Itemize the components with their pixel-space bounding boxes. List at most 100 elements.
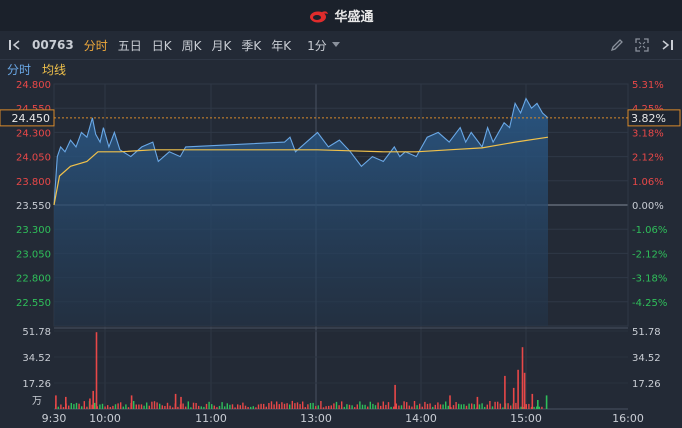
volume-bar-peak	[92, 390, 94, 409]
volume-bar	[161, 405, 163, 409]
volume-bar	[182, 403, 184, 409]
interval-dropdown[interactable]: 1分	[307, 37, 340, 54]
volume-bar	[296, 402, 299, 409]
volume-bar	[463, 404, 465, 409]
volume-bar	[416, 405, 418, 409]
volume-bar	[112, 405, 114, 409]
pct-tick-label: 0.00%	[632, 201, 664, 212]
tab-5day[interactable]: 五日	[117, 38, 142, 53]
volume-bar	[255, 407, 257, 409]
volume-bar	[348, 404, 351, 409]
volume-tick-label-right: 34.52	[632, 353, 661, 364]
volume-bar	[247, 407, 249, 409]
volume-bar	[380, 405, 382, 409]
tab-day-k[interactable]: 日K	[151, 38, 172, 53]
volume-bar	[385, 404, 387, 409]
stock-code: 00763	[32, 38, 74, 52]
volume-bar	[73, 404, 75, 409]
volume-bar	[510, 405, 512, 409]
price-tick-label: 24.800	[16, 80, 51, 91]
volume-bar	[523, 407, 525, 409]
volume-bar	[195, 403, 197, 409]
volume-bar	[406, 402, 408, 409]
volume-bar	[237, 404, 239, 409]
volume-bar	[325, 406, 327, 409]
time-label: 11:00	[195, 412, 227, 425]
fullscreen-icon[interactable]	[635, 38, 649, 52]
volume-bar	[166, 402, 169, 409]
volume-bar	[515, 402, 517, 409]
volume-bar	[135, 404, 137, 409]
volume-bar	[491, 406, 494, 409]
volume-bar	[234, 407, 236, 409]
legend-avg[interactable]: 均线	[42, 63, 67, 77]
volume-bar	[224, 406, 226, 409]
volume-bar	[442, 404, 444, 409]
volume-bar	[429, 403, 431, 409]
volume-bar	[164, 406, 166, 409]
tab-year-k[interactable]: 年K	[271, 38, 292, 53]
volume-bar	[68, 405, 70, 409]
volume-bar	[281, 402, 283, 409]
price-line	[53, 97, 549, 206]
volume-bar	[273, 404, 275, 409]
volume-bar	[117, 403, 119, 409]
volume-bar	[78, 403, 80, 409]
volume-bar	[330, 405, 332, 409]
volume-bar	[413, 401, 416, 409]
volume-bar	[96, 406, 98, 409]
volume-bar	[424, 401, 426, 409]
volume-bar	[400, 405, 403, 409]
volume-bar-peak	[95, 332, 98, 409]
volume-bar	[398, 405, 400, 409]
huashengtong-logo-icon	[310, 10, 329, 22]
volume-bar	[351, 405, 353, 409]
volume-bar	[465, 405, 468, 409]
volume-bar	[471, 403, 473, 409]
volume-bar	[250, 406, 252, 409]
volume-bar	[133, 401, 135, 409]
draw-pen-icon[interactable]	[610, 38, 624, 52]
volume-unit-label: 万	[32, 396, 42, 407]
volume-bar	[57, 406, 59, 409]
pct-tick-label: -4.25%	[632, 298, 667, 309]
volume-tick-label-right: 51.78	[632, 327, 661, 338]
volume-bar	[208, 401, 210, 409]
volume-bar	[101, 403, 104, 409]
toolbar: 00763 分时 五日 日K 周K 月K 季K 年K 1分	[0, 31, 682, 60]
volume-bar	[226, 403, 228, 409]
volume-bar	[382, 401, 384, 409]
pct-tick-label: -1.06%	[632, 225, 667, 236]
volume-bar	[172, 407, 174, 409]
legend-timeshare[interactable]: 分时	[7, 63, 32, 77]
current-price-box	[0, 109, 55, 127]
price-tick-label: 24.300	[16, 128, 51, 139]
current-price-label: 24.450	[12, 112, 51, 125]
tab-month-k[interactable]: 月K	[211, 38, 232, 53]
volume-bar	[478, 404, 481, 409]
volume-bar	[533, 406, 535, 409]
volume-bar	[263, 403, 265, 409]
volume-bar	[203, 406, 205, 409]
volume-bar	[395, 403, 397, 409]
tab-quarter-k[interactable]: 季K	[241, 38, 262, 53]
collapse-panel-icon[interactable]	[8, 38, 22, 52]
volume-bar	[359, 401, 361, 409]
tab-week-k[interactable]: 周K	[181, 38, 202, 53]
price-chart[interactable]: 24.8005.31%24.5504.25%24.3003.18%24.0502…	[0, 79, 682, 428]
pct-tick-label: 1.06%	[632, 177, 664, 188]
volume-bar	[244, 405, 247, 409]
expand-panel-icon[interactable]	[660, 38, 674, 52]
volume-bar	[489, 401, 491, 409]
tab-timeshare[interactable]: 分时	[83, 38, 108, 53]
price-tick-label: 22.550	[16, 298, 51, 309]
volume-bar	[403, 401, 405, 409]
volume-bar	[153, 401, 156, 409]
volume-bar	[146, 402, 148, 409]
volume-bar	[211, 404, 213, 409]
price-tick-label: 23.800	[16, 177, 51, 188]
volume-bar	[229, 404, 231, 409]
volume-bar-peak	[537, 400, 539, 409]
volume-bar	[276, 401, 278, 409]
volume-bar	[91, 404, 93, 409]
